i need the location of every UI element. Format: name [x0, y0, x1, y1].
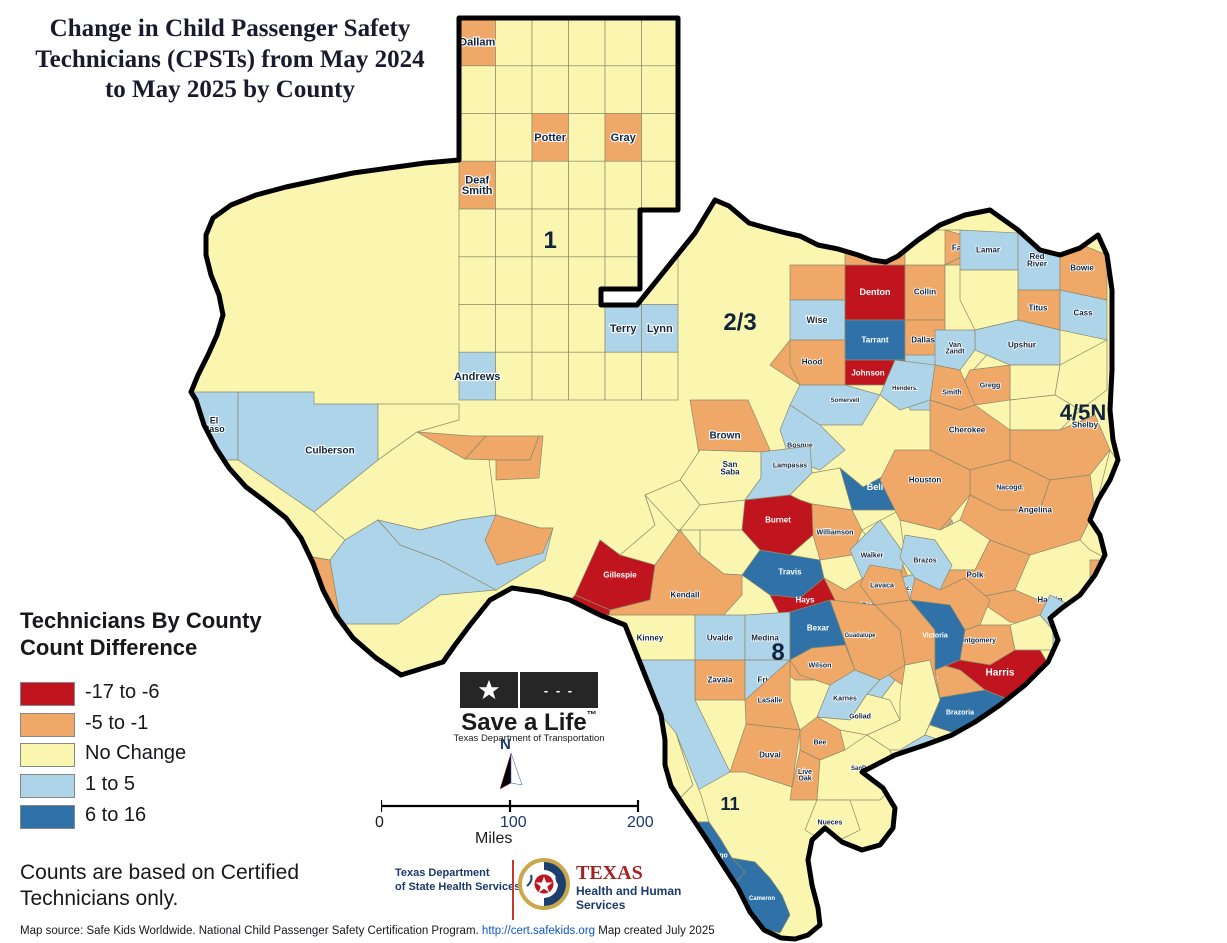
svg-text:Chambers: Chambers: [1040, 690, 1070, 696]
svg-text:Gregg: Gregg: [980, 382, 1001, 389]
svg-text:River: River: [1027, 259, 1047, 268]
svg-text:Goliad: Goliad: [849, 713, 871, 720]
svg-text:Gillespie: Gillespie: [603, 571, 637, 580]
svg-text:Hood: Hood: [802, 358, 823, 367]
svg-text:Upshur: Upshur: [1008, 341, 1036, 350]
svg-text:Smith: Smith: [462, 185, 493, 197]
svg-text:Aransas: Aransas: [908, 758, 932, 764]
svg-text:Culberson: Culberson: [305, 445, 354, 456]
svg-text:Hays: Hays: [795, 596, 815, 605]
svg-text:Potter: Potter: [534, 132, 567, 144]
svg-text:Starr: Starr: [682, 835, 699, 842]
svg-text:Uvalde: Uvalde: [707, 634, 734, 643]
svg-text:Andrews: Andrews: [454, 371, 500, 383]
svg-text:Travis: Travis: [778, 568, 802, 577]
svg-text:Titus: Titus: [1029, 304, 1049, 313]
svg-text:Bowie: Bowie: [1070, 264, 1094, 273]
svg-text:Collin: Collin: [914, 288, 936, 297]
svg-text:Burnet: Burnet: [765, 516, 791, 525]
svg-text:Nacogd.: Nacogd.: [996, 484, 1024, 491]
svg-text:Bee: Bee: [814, 739, 827, 746]
svg-text:8: 8: [771, 639, 784, 666]
svg-text:Dallam: Dallam: [459, 37, 495, 49]
svg-text:Dallas: Dallas: [911, 336, 935, 345]
svg-text:Zandt: Zandt: [945, 349, 965, 356]
svg-text:1: 1: [544, 227, 557, 254]
svg-text:Wise: Wise: [807, 315, 828, 325]
svg-text:Tarrant: Tarrant: [862, 336, 889, 345]
svg-text:Lynn: Lynn: [647, 323, 673, 335]
svg-text:Johnson: Johnson: [851, 369, 884, 378]
svg-text:Kerr: Kerr: [567, 621, 583, 630]
svg-text:Lamar: Lamar: [976, 246, 1000, 255]
svg-text:11: 11: [720, 794, 739, 814]
svg-text:Walker: Walker: [861, 552, 884, 559]
svg-text:Bexar: Bexar: [807, 624, 829, 633]
svg-text:Gray: Gray: [611, 132, 637, 144]
svg-text:Polk: Polk: [967, 571, 984, 580]
svg-text:Nueces: Nueces: [818, 819, 843, 826]
svg-text:Angelina: Angelina: [1018, 506, 1052, 515]
svg-text:Lampasas: Lampasas: [773, 462, 807, 469]
svg-text:Smith: Smith: [942, 389, 961, 396]
svg-text:2/3: 2/3: [723, 309, 756, 336]
svg-text:Henders.: Henders.: [892, 386, 918, 392]
svg-text:Guadalupe: Guadalupe: [844, 633, 876, 639]
svg-text:Lavaca: Lavaca: [870, 582, 894, 589]
svg-text:Webb: Webb: [639, 731, 661, 740]
svg-text:Victoria: Victoria: [922, 632, 948, 639]
svg-text:Brown: Brown: [709, 430, 740, 441]
svg-text:Galveston: Galveston: [998, 715, 1032, 722]
svg-text:Wilson: Wilson: [809, 662, 832, 669]
svg-text:Cameron: Cameron: [749, 896, 775, 902]
svg-text:Cooke: Cooke: [861, 242, 889, 252]
svg-text:Duval: Duval: [759, 751, 781, 760]
svg-text:Terry: Terry: [610, 323, 638, 335]
svg-text:Brazoria: Brazoria: [946, 709, 974, 716]
svg-text:Cherokee: Cherokee: [949, 426, 986, 435]
svg-text:Cass: Cass: [1073, 309, 1093, 318]
svg-text:Williamson: Williamson: [817, 529, 854, 536]
svg-text:Bandera: Bandera: [519, 668, 552, 677]
svg-text:Houston: Houston: [909, 476, 942, 485]
svg-text:Bell: Bell: [867, 482, 884, 492]
svg-text:Zavala: Zavala: [708, 676, 733, 685]
svg-text:Karnes: Karnes: [833, 695, 857, 702]
svg-text:Shelby: Shelby: [1072, 421, 1099, 430]
svg-text:Somervell: Somervell: [831, 398, 860, 404]
svg-text:Saba: Saba: [720, 467, 740, 476]
svg-text:Denton: Denton: [860, 287, 891, 297]
svg-text:Brazos: Brazos: [913, 557, 936, 564]
svg-text:Harris: Harris: [986, 667, 1015, 678]
svg-text:Kendall: Kendall: [671, 591, 700, 600]
svg-text:LaSalle: LaSalle: [758, 697, 783, 704]
svg-text:Oak: Oak: [798, 776, 811, 783]
svg-text:Kinney: Kinney: [637, 634, 664, 643]
